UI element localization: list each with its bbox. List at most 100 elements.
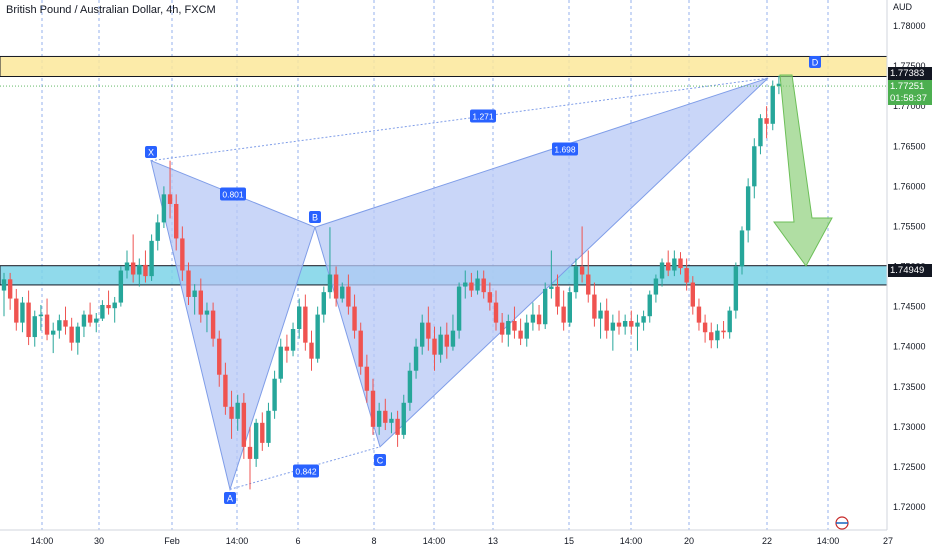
y-tick-label: 1.78000 xyxy=(893,21,926,31)
candle-body xyxy=(776,83,782,87)
candle-body xyxy=(309,342,314,359)
candle-body xyxy=(358,330,363,367)
candle-body xyxy=(543,288,548,325)
candle-body xyxy=(130,262,136,275)
candle-body xyxy=(487,292,493,303)
candle-body xyxy=(137,264,142,275)
candle-body xyxy=(456,286,462,331)
candle-body xyxy=(315,314,320,359)
x-tick-label: 27 xyxy=(883,536,893,546)
candle-body xyxy=(653,278,659,295)
candle-body xyxy=(7,279,13,299)
candle-body xyxy=(149,240,154,277)
candle-body xyxy=(284,346,290,351)
candle-body xyxy=(186,270,191,297)
candle-body xyxy=(463,282,468,287)
resistance-zone xyxy=(0,55,888,78)
candle-body xyxy=(536,314,542,325)
candle-body xyxy=(32,316,37,338)
candle-body xyxy=(764,118,769,124)
projection-arrow xyxy=(773,74,833,267)
candle-body xyxy=(389,418,394,423)
candle-body xyxy=(26,302,31,338)
ratio-xd-label: 1.271 xyxy=(472,112,494,122)
candle-body xyxy=(469,282,474,291)
candle-body xyxy=(297,306,302,330)
point-d-marker-bg xyxy=(809,56,821,68)
y-tick-label: 1.77500 xyxy=(893,61,926,71)
x-tick-label: 14:00 xyxy=(817,536,840,546)
candle-body xyxy=(641,316,646,323)
pattern-labels: X A B C D 0.801 1.271 1.698 0.842 xyxy=(145,56,821,504)
candle-body xyxy=(395,418,400,435)
candle-body xyxy=(247,446,253,459)
candle-body xyxy=(721,330,726,333)
candle-body xyxy=(444,334,449,347)
candle-body xyxy=(63,320,68,327)
candle-body xyxy=(518,330,523,339)
candle-body xyxy=(733,266,739,311)
candle-body xyxy=(321,292,326,315)
candle-body xyxy=(290,329,296,351)
candle-body xyxy=(702,322,708,333)
candle-body xyxy=(57,320,62,331)
candle-body xyxy=(770,86,775,124)
candle-body xyxy=(217,338,222,375)
candle-body xyxy=(333,274,339,299)
x-tick-label: 14:00 xyxy=(226,536,249,546)
candle-body xyxy=(493,302,499,323)
candle-body xyxy=(87,314,93,323)
candle-body xyxy=(340,286,345,299)
support-price-label: 1.74949 xyxy=(888,264,932,277)
candle-body xyxy=(235,402,240,419)
x-tick-label: Feb xyxy=(164,536,180,546)
y-tick-label: 1.76500 xyxy=(893,141,926,151)
candle-body xyxy=(610,322,616,331)
candle-body xyxy=(690,282,695,307)
candle-body xyxy=(75,326,80,343)
candle-body xyxy=(278,346,283,379)
currency-label: AUD xyxy=(893,2,913,12)
point-a-label: A xyxy=(227,494,233,504)
y-tick-label: 1.77000 xyxy=(893,101,926,111)
candle-body xyxy=(616,322,622,327)
y-tick-label: 1.74000 xyxy=(893,342,926,352)
candle-body xyxy=(573,266,579,293)
candle-body xyxy=(272,378,277,411)
candle-body xyxy=(512,321,517,331)
candle-body xyxy=(44,314,50,335)
ratio-xd-label-bg xyxy=(470,109,496,123)
candle-body xyxy=(118,270,124,303)
candle-body xyxy=(155,222,160,241)
candle-body xyxy=(260,422,265,443)
resistance-price-label: 1.77383 xyxy=(888,67,932,80)
y-tick-label: 1.72500 xyxy=(893,462,926,472)
candle-body xyxy=(506,321,511,335)
candle-body xyxy=(401,402,406,435)
candle-body xyxy=(100,304,105,319)
y-tick-label: 1.73000 xyxy=(893,422,926,432)
candle-body xyxy=(51,330,56,335)
candle-body xyxy=(143,264,148,277)
candle-body xyxy=(530,314,536,323)
candle-body xyxy=(346,286,351,307)
x-tick-label: 13 xyxy=(488,536,498,546)
ratio-bd-label: 1.698 xyxy=(554,145,576,155)
candle-body xyxy=(715,330,720,341)
candle-body xyxy=(192,290,197,297)
countdown-label: 01:58:37 xyxy=(888,92,932,105)
candle-body xyxy=(586,274,591,295)
candle-body xyxy=(475,278,480,291)
y-tick-label: 1.75500 xyxy=(893,221,926,231)
candle-body xyxy=(198,290,203,315)
y-tick-label: 1.74500 xyxy=(893,302,926,312)
candle-body xyxy=(696,306,702,323)
ratio-xb-label-bg xyxy=(220,187,246,201)
candle-body xyxy=(499,322,505,335)
x-tick-label: 22 xyxy=(762,536,772,546)
point-x-label-bg xyxy=(145,146,157,158)
x-tick-label: 6 xyxy=(295,536,300,546)
candle-body xyxy=(241,402,247,447)
